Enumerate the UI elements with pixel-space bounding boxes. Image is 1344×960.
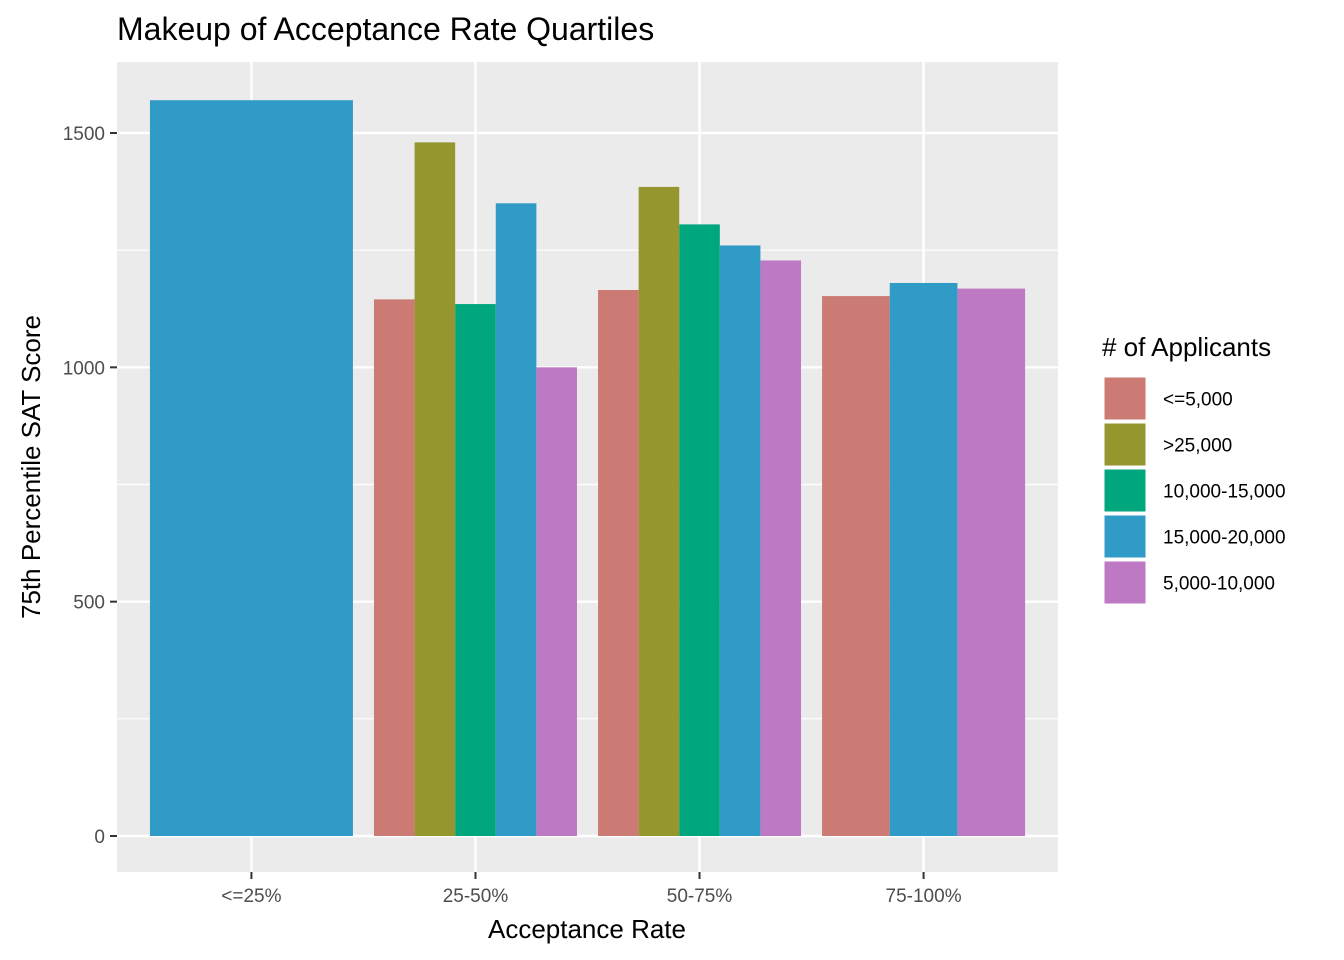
bar (719, 245, 761, 837)
bar (957, 288, 1026, 837)
bar (822, 296, 890, 836)
bar (373, 299, 415, 836)
y-tick-label: 500 (73, 593, 105, 614)
bar (638, 186, 680, 836)
x-tick-label: 75-100% (886, 886, 962, 907)
legend-label: <=5,000 (1163, 390, 1233, 411)
bar (414, 142, 456, 836)
bar (149, 100, 353, 836)
legend-label: 5,000-10,000 (1163, 574, 1275, 595)
bar (679, 224, 720, 836)
legend-key (1103, 514, 1147, 559)
y-axis-label: 75th Percentile SAT Score (16, 315, 46, 619)
legend-key (1103, 560, 1147, 605)
legend-entries: <=5,000 >25,000 10,000-15,000 15,000-20,000… (1103, 376, 1286, 605)
x-tick-label: 50-75% (667, 886, 733, 907)
legend: # of Applicants <=5,000 >25,000 10,000-15,… (1102, 332, 1286, 605)
legend-label: 15,000-20,000 (1163, 528, 1286, 549)
chart-title: Makeup of Acceptance Rate Quartiles (117, 11, 654, 47)
legend-label: 10,000-15,000 (1163, 482, 1286, 503)
x-axis-label: Acceptance Rate (488, 914, 686, 944)
x-axis: <=25% 25-50% 50-75% 75-100% (221, 872, 962, 907)
legend-label: >25,000 (1163, 436, 1232, 457)
bar (455, 304, 496, 836)
y-tick-label: 1500 (63, 124, 105, 145)
bars (149, 100, 1026, 837)
bar (760, 260, 802, 837)
x-tick-label: 25-50% (443, 886, 509, 907)
bar (598, 290, 639, 837)
legend-key (1103, 468, 1147, 513)
legend-key (1103, 422, 1147, 467)
y-tick-label: 1000 (63, 358, 105, 379)
bar (889, 282, 958, 836)
y-tick-label: 0 (94, 827, 105, 848)
bar (495, 203, 537, 837)
legend-key (1103, 376, 1147, 421)
y-axis: 0 500 1000 1500 (63, 124, 117, 848)
x-tick-label: <=25% (221, 886, 281, 907)
bar (536, 367, 577, 836)
legend-title: # of Applicants (1102, 332, 1271, 362)
